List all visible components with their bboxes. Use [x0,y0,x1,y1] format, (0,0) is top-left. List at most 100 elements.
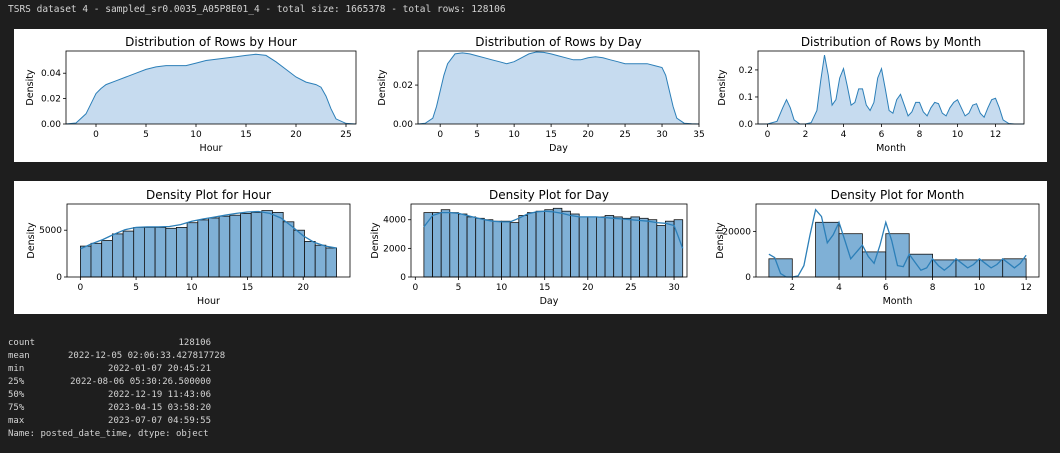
distribution-of-rows-by-month-xtick-label: 6 [879,130,885,140]
distribution-of-rows-by-month-ytick-label: 0.1 [739,93,753,103]
density-plot-for-hour-chart: Density Plot for Hour Hour Density 0 5 10 15 20… [26,188,351,307]
density-plot-for-day-bar [449,212,459,278]
stat-value: 2022-12-19 11:43:06 [108,390,211,400]
density-plot-for-day-ytick-label: 2000 [383,244,406,254]
density-plot-for-hour-xtick-label: 5 [133,283,139,293]
density-plot-for-hour-xtick-label: 10 [186,283,198,293]
density-plot-for-month-xtick-label: 2 [789,283,795,293]
density-plot-for-day-bar [457,213,468,278]
density-plot-for-day-xtick-label: 0 [412,283,418,293]
distribution-of-rows-by-hour-xtick-label: 25 [340,130,351,140]
stat-key: max [8,416,25,426]
density-plot-for-month-ylabel: Density [715,222,726,258]
distribution-of-rows-by-month-frame [757,50,1025,125]
distribution-of-rows-by-hour-xtick-label: 20 [290,130,302,140]
distribution-of-rows-by-month-ytick-label: 0.2 [739,66,753,76]
density-plot-for-day-kde-line [423,210,684,249]
distribution-of-rows-by-month-chart: Distribution of Rows by Month Month Densit… [717,35,1025,154]
distribution-of-rows-by-hour-xlabel: Hour [200,143,223,154]
stat-row-min: min 2022-01-07 20:45:21 [8,363,211,376]
density-plot-for-hour-ytick-label: 0 [56,273,62,283]
density-plot-for-hour-xtick-label: 0 [78,283,84,293]
distribution-of-rows-by-day-density-line [417,51,700,125]
density-plot-for-month-bar [768,258,793,278]
distribution-of-rows-by-day-xtick-label: 5 [474,130,480,140]
distribution-of-rows-by-day-xtick-label: 35 [693,130,704,140]
density-plot-for-month-bar [862,251,887,278]
density-plot-for-day-bar [501,220,511,278]
density-plot-for-hour-xtick-label: 20 [297,283,309,293]
density-plot-for-day-ytick-label: 4000 [383,216,406,226]
stat-key: count [8,338,36,348]
stat-row-max: max 2023-07-07 04:59:55 [8,415,211,428]
density-plot-for-hour-title: Density Plot for Hour [146,188,271,202]
density-plot-for-day-bar [492,220,502,278]
distribution-of-rows-by-month-xlabel: Month [876,143,906,154]
density-plot-for-day-bar [527,212,537,278]
stat-row-count: count 128106 [8,337,211,350]
density-plot-for-month-bar [838,233,863,278]
distribution-of-rows-by-hour-ylabel: Density [25,69,36,105]
density-plot-for-day-bar [518,215,528,278]
distribution-of-rows-by-month-title: Distribution of Rows by Month [801,35,981,49]
distribution-of-rows-by-day-chart: Distribution of Rows by Day Day Density 0 5 1… [377,35,705,154]
density-plot-for-month-xtick-label: 10 [974,283,986,293]
density-plot-for-hour-bar [218,215,231,278]
density-plot-for-hour-xlabel: Hour [197,296,220,307]
density-plot-for-day-bar [509,222,520,278]
kde-charts-svg: Distribution of Rows by Hour Hour Density 0… [25,35,1025,154]
density-plot-for-hour-bar [304,241,316,278]
distribution-of-rows-by-day-frame [417,50,700,125]
kde-figure: Distribution of Rows by Hour Hour Density 0… [14,29,1047,162]
distribution-of-rows-by-day-ylabel: Density [377,69,388,105]
density-plot-for-hour-frame [66,203,351,278]
density-plot-for-day-bar [647,219,658,278]
density-plot-for-day-bar [596,216,606,278]
density-plot-for-day-bar [475,217,485,278]
density-plot-for-day-bar [544,209,554,278]
density-plot-for-day-bar [483,219,494,278]
density-plot-for-day-xlabel: Day [540,296,559,307]
distribution-of-rows-by-month-xtick-label: 8 [917,130,923,140]
density-plot-for-month-frame [755,203,1040,278]
density-plot-for-month-title: Density Plot for Month [831,188,965,202]
density-plot-for-hour-bar [261,210,273,278]
density-plot-for-month-ytick-label: 20000 [722,227,751,237]
distribution-of-rows-by-day-xtick-label: 10 [508,130,520,140]
stat-key: min [8,364,25,374]
density-plot-for-day-bar [587,216,597,278]
density-plot-for-hour-bar [229,214,241,278]
distribution-of-rows-by-hour-xtick-label: 0 [93,130,99,140]
density-plot-for-hour-kde-line [80,210,337,250]
stat-row-75pct: 75% 2023-04-15 03:58:20 [8,402,211,415]
density-plot-for-day-bar [561,210,571,278]
density-plot-for-hour-bar [143,227,156,278]
distribution-of-rows-by-month-xtick-label: 2 [803,130,809,140]
density-plot-for-day-bar [440,209,451,278]
stat-row-mean: mean 2022-12-05 02:06:33.427817728 [8,350,226,363]
density-plot-for-day-bar [570,213,580,278]
density-plot-for-month-bar [885,233,910,278]
density-plot-for-month-xtick-label: 8 [930,283,936,293]
density-plot-for-day-bar [552,207,563,278]
distribution-of-rows-by-day-xtick-label: 15 [545,130,556,140]
distribution-of-rows-by-day-ytick-label: 0.00 [393,120,413,130]
distribution-of-rows-by-hour-ytick-label: 0.04 [41,69,61,79]
density-plot-for-day-bar [604,215,615,278]
distribution-of-rows-by-hour-xtick-label: 10 [190,130,202,140]
describe-output: count 128106 mean 2022-12-05 02:06:33.4278… [8,337,226,441]
distribution-of-rows-by-day-xtick-label: 0 [437,130,443,140]
stat-value: 2022-12-05 02:06:33.427817728 [68,351,226,361]
density-plot-for-day-bar [621,217,632,278]
density-plot-for-hour-bar [197,219,209,278]
distribution-of-rows-by-hour-density-area [66,54,356,125]
density-plot-for-month-xtick-label: 12 [1020,283,1031,293]
distribution-of-rows-by-day-xtick-label: 25 [619,130,630,140]
density-plot-for-hour-bar [101,240,113,278]
distribution-of-rows-by-month-xtick-label: 0 [765,130,771,140]
distribution-of-rows-by-hour-xtick-label: 5 [143,130,149,140]
distribution-of-rows-by-hour-density-line [65,53,357,125]
density-plot-for-day-frame [410,203,688,278]
distribution-of-rows-by-day-xtick-label: 30 [656,130,668,140]
